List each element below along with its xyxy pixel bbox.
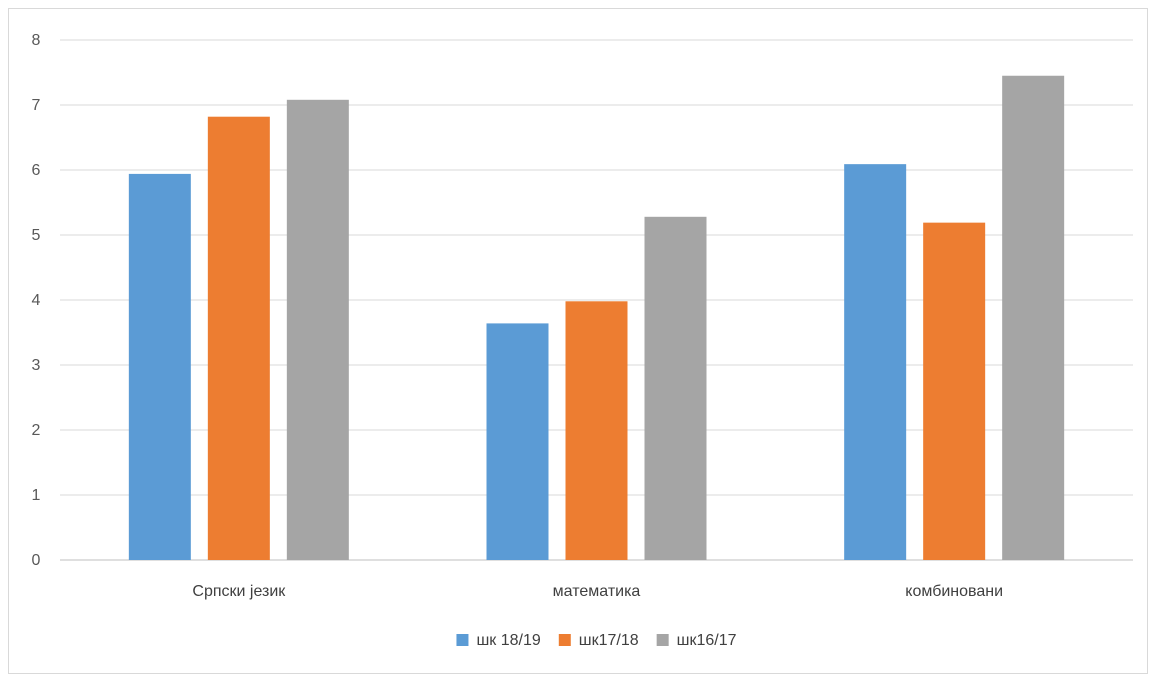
y-tick-label: 7 — [32, 97, 41, 114]
y-tick-label: 3 — [32, 357, 41, 374]
legend-swatch-2 — [558, 634, 571, 646]
y-tick-label: 8 — [32, 32, 41, 49]
bar-3-3 — [1002, 75, 1065, 560]
bar-3-2 — [644, 216, 707, 561]
x-category-label: математика — [553, 583, 641, 600]
bar-3-1 — [286, 99, 349, 561]
y-tick-label: 0 — [32, 552, 41, 569]
legend: шк 18/19 шк17/18 шк16/17 — [456, 632, 737, 649]
bar-1-3 — [844, 164, 907, 560]
x-category-label: комбиновани — [905, 583, 1003, 600]
x-axis: Српски језик математика комбиновани — [192, 583, 1003, 600]
y-tick-label: 2 — [32, 422, 41, 439]
legend-swatch-3 — [656, 634, 669, 646]
bar-2-3 — [923, 222, 986, 560]
legend-swatch-1 — [456, 634, 469, 646]
bar-2-1 — [207, 116, 270, 560]
x-category-label: Српски језик — [192, 583, 286, 600]
y-tick-label: 4 — [32, 292, 41, 309]
bar-1-2 — [486, 323, 549, 560]
bar-1-1 — [128, 173, 191, 560]
y-tick-label: 6 — [32, 162, 41, 179]
legend-label-2: шк17/18 — [579, 632, 639, 649]
bar-2-2 — [565, 301, 628, 560]
y-tick-label: 1 — [32, 487, 41, 504]
y-tick-label: 5 — [32, 227, 41, 244]
legend-label-1: шк 18/19 — [476, 632, 540, 649]
legend-label-3: шк16/17 — [677, 632, 737, 649]
bars — [128, 75, 1065, 561]
y-axis: 0 1 2 3 4 5 6 7 8 — [32, 32, 41, 569]
